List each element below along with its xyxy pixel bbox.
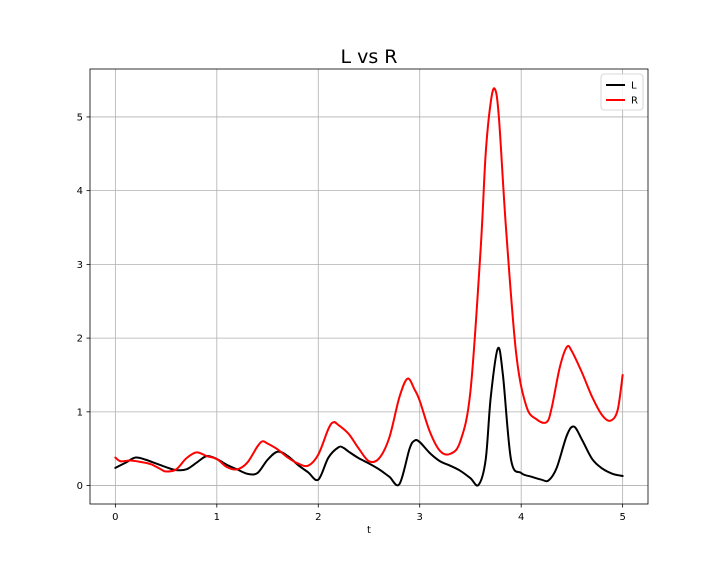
x-tick-label: 5 <box>619 512 625 523</box>
legend: LR <box>600 73 644 111</box>
plot-frame <box>89 68 649 505</box>
y-tick-label: 2 <box>77 334 83 345</box>
y-tick-label: 3 <box>77 260 83 271</box>
legend-label-R: R <box>631 96 638 107</box>
x-tick-label: 2 <box>315 512 321 523</box>
axis-ticks: 0 1 2 3 4 5 0 1 2 3 4 5 <box>77 112 626 523</box>
x-tick-label: 4 <box>518 512 524 523</box>
series-line-R <box>114 87 624 473</box>
x-tick-label: 0 <box>112 512 118 523</box>
chart-title: L vs R <box>340 46 397 68</box>
x-axis-label: t <box>367 525 371 536</box>
grid <box>90 69 648 504</box>
x-tick-label: 3 <box>417 512 423 523</box>
y-tick-label: 1 <box>77 407 83 418</box>
series-layer <box>114 87 624 487</box>
legend-label-L: L <box>631 81 637 92</box>
y-tick-label: 0 <box>77 481 83 492</box>
x-tick-label: 1 <box>214 512 220 523</box>
y-tick-label: 4 <box>77 186 83 197</box>
y-tick-label: 5 <box>77 112 83 123</box>
